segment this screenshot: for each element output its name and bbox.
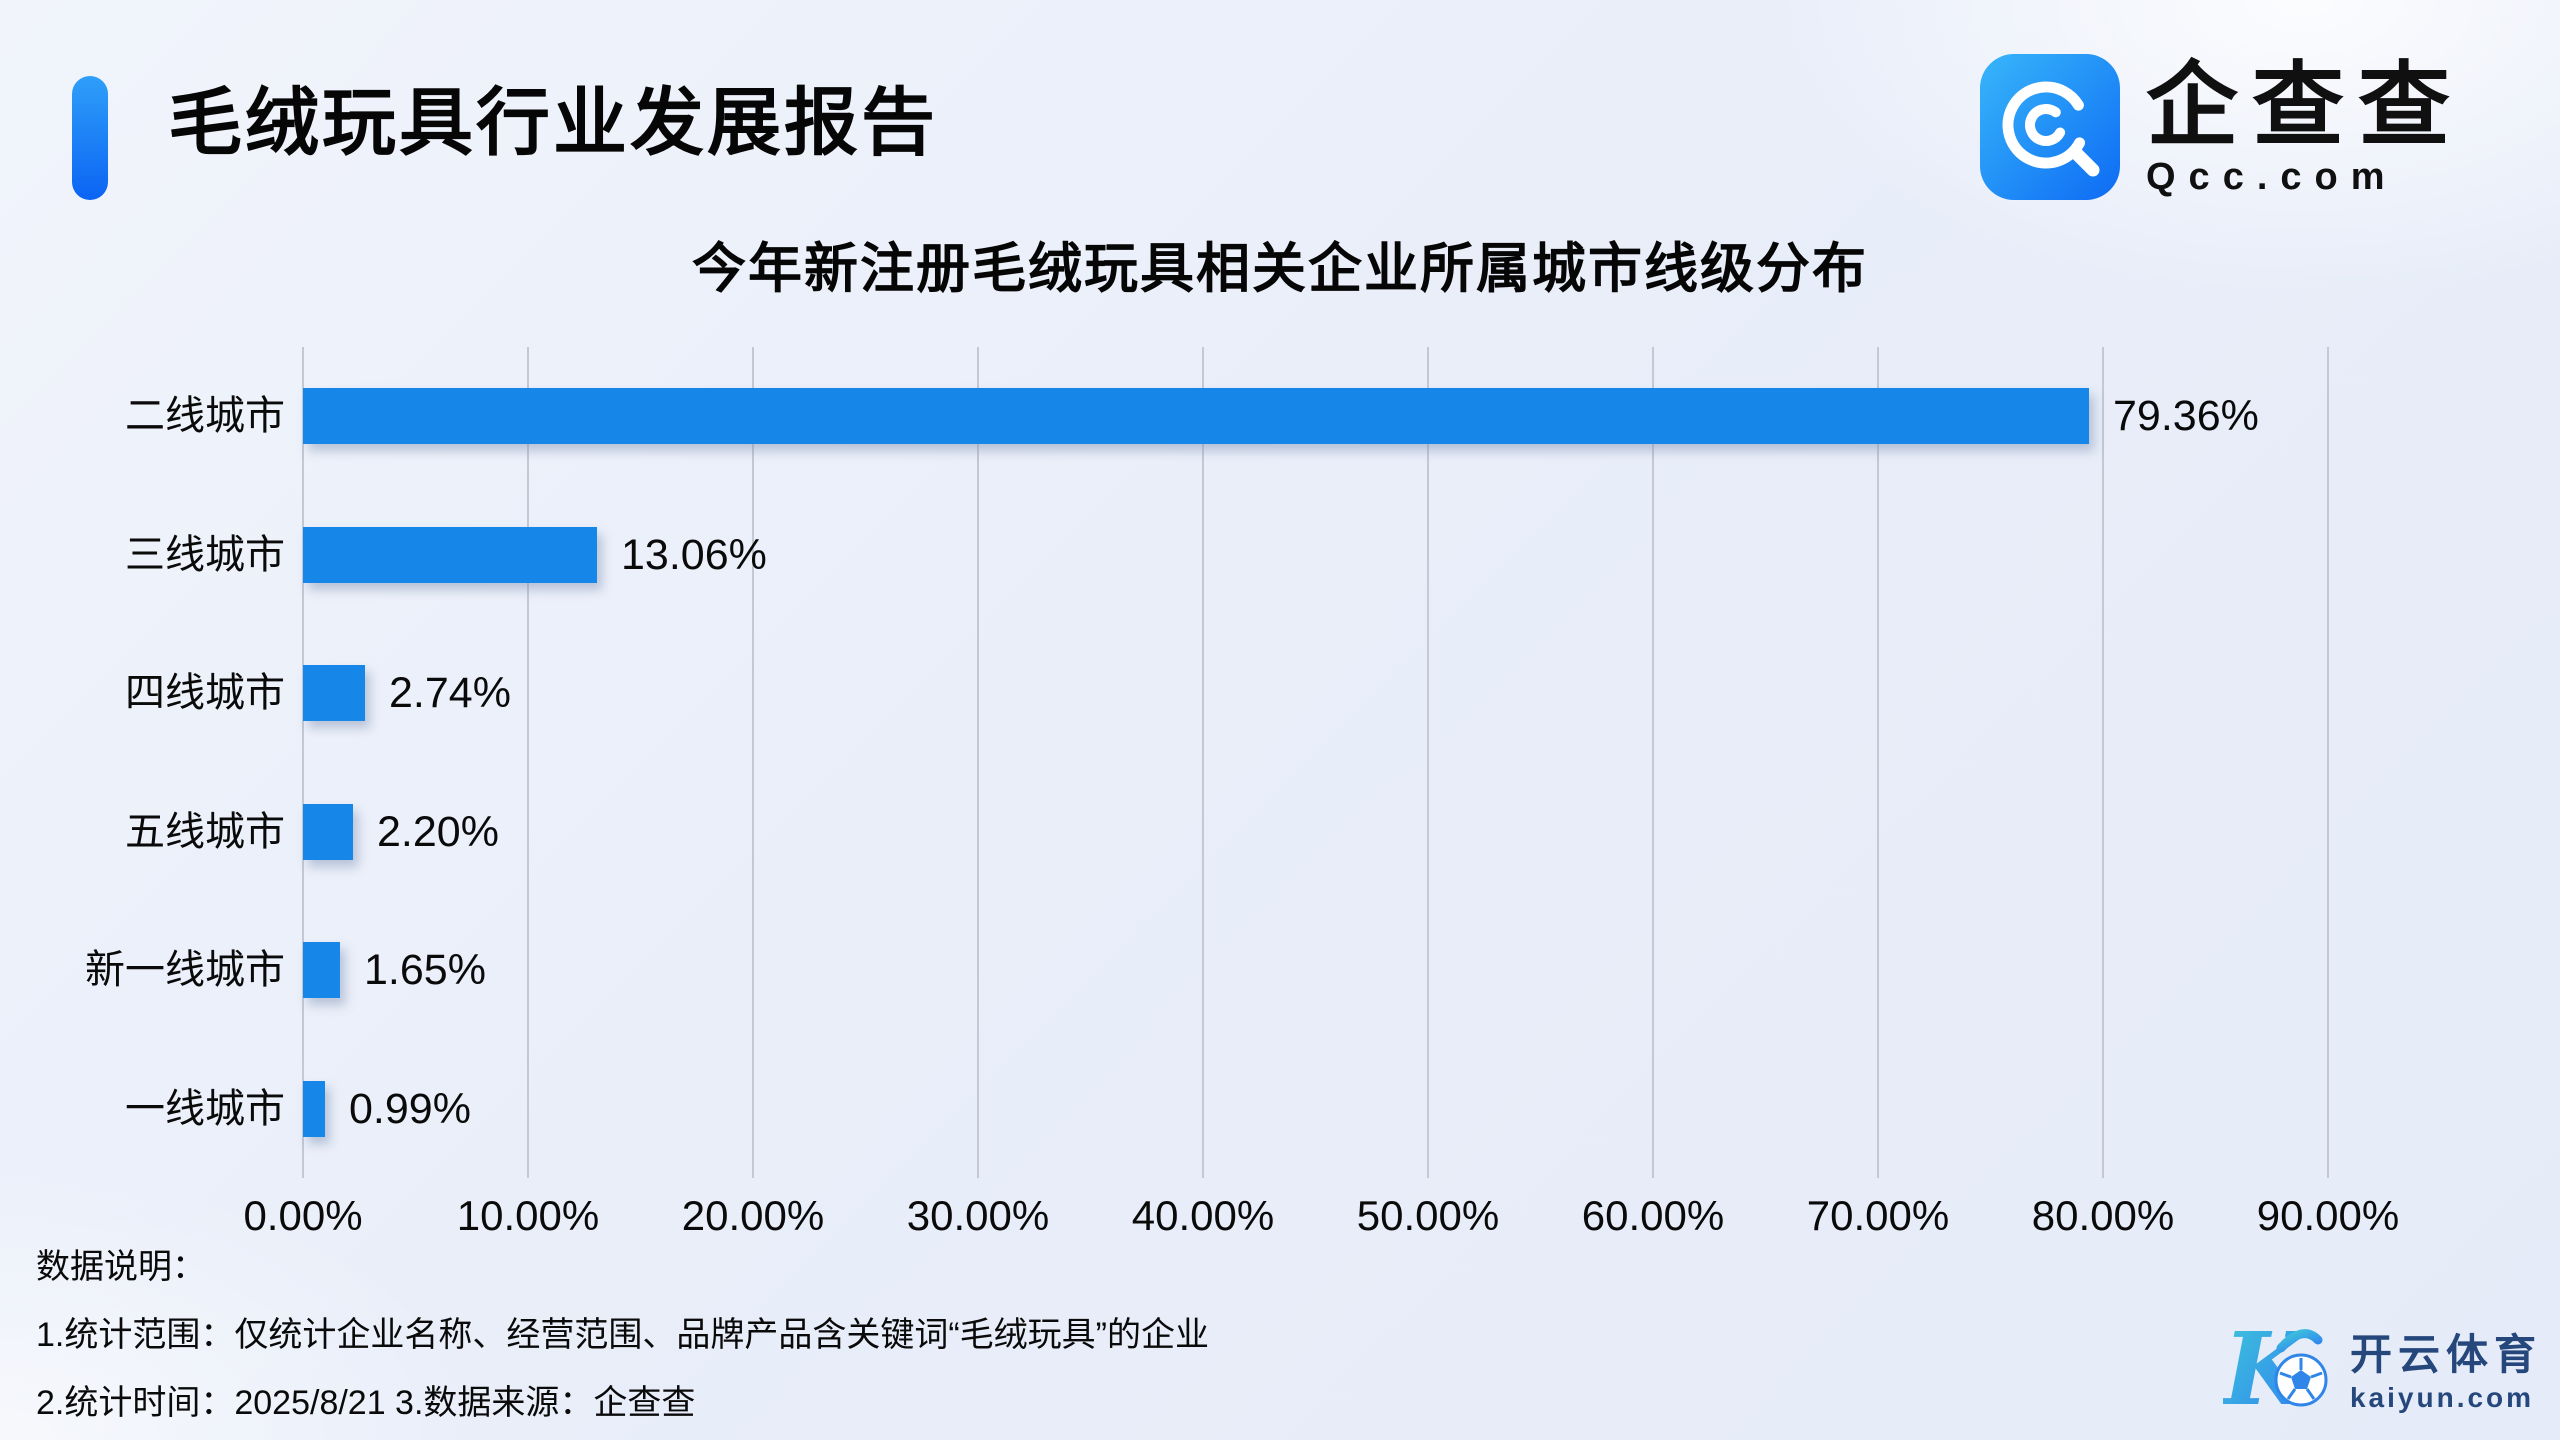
- qcc-logo-name: 企查查: [2146, 55, 2465, 157]
- gridline: [2327, 347, 2329, 1178]
- kaiyun-logo-domain: kaiyun.com: [2349, 1381, 2535, 1413]
- qcc-logo-domain: Qcc.com: [2146, 156, 2398, 198]
- kaiyun-logo: K 开云体育 kaiyun.com: [2220, 1310, 2542, 1428]
- kaiyun-logo-icon: K: [2220, 1310, 2338, 1428]
- category-label: 一线城市: [125, 1086, 285, 1131]
- bar: [303, 942, 340, 999]
- bar: [303, 1080, 325, 1137]
- note-line-2: 2.统计时间：2025/8/21 3.数据来源：企查查: [36, 1384, 696, 1422]
- bar-value-label: 79.36%: [2113, 392, 2259, 441]
- x-axis-tick-label: 90.00%: [2256, 1192, 2400, 1239]
- x-axis-tick-label: 80.00%: [2031, 1192, 2175, 1239]
- category-label: 四线城市: [125, 671, 285, 716]
- kaiyun-logo-name: 开云体育: [2349, 1331, 2542, 1379]
- qcc-logo-icon: [1980, 54, 2120, 205]
- bar-value-label: 13.06%: [621, 530, 767, 579]
- bar: [303, 803, 353, 860]
- x-axis-tick-label: 50.00%: [1356, 1192, 1500, 1239]
- category-label: 二线城市: [125, 394, 285, 439]
- category-label: 五线城市: [125, 809, 285, 854]
- bar: [303, 665, 365, 722]
- x-axis-tick-label: 60.00%: [1581, 1192, 1725, 1239]
- x-axis-tick-label: 30.00%: [906, 1192, 1050, 1239]
- x-axis-tick-label: 20.00%: [681, 1192, 825, 1239]
- gridline: [1427, 347, 1429, 1178]
- gridline: [527, 347, 529, 1178]
- x-axis-tick-label: 10.00%: [456, 1192, 600, 1239]
- bar-value-label: 2.20%: [377, 807, 499, 856]
- gridline: [1202, 347, 1204, 1178]
- x-axis-tick-label: 40.00%: [1131, 1192, 1275, 1239]
- report-title: 毛绒玩具行业发展报告: [168, 81, 938, 164]
- title-accent-bar: [72, 76, 108, 200]
- bar: [303, 526, 597, 583]
- data-notes: 数据说明： 1.统计范围：仅统计企业名称、经营范围、品牌产品含关键词“毛绒玩具”…: [36, 1248, 1209, 1422]
- note-line-1: 1.统计范围：仅统计企业名称、经营范围、品牌产品含关键词“毛绒玩具”的企业: [36, 1316, 1209, 1354]
- qcc-logo: 企查查 Qcc.com: [1980, 54, 2464, 205]
- category-label: 新一线城市: [85, 948, 285, 993]
- gridline: [1652, 347, 1654, 1178]
- gridline: [2102, 347, 2104, 1178]
- gridline: [977, 347, 979, 1178]
- bar-value-label: 2.74%: [389, 669, 511, 718]
- category-label: 三线城市: [125, 532, 285, 577]
- x-axis-tick-label: 0.00%: [243, 1192, 363, 1239]
- bar-value-label: 1.65%: [364, 946, 486, 995]
- gridline: [752, 347, 754, 1178]
- gridline: [1877, 347, 1879, 1178]
- gridline: [302, 347, 304, 1178]
- notes-heading: 数据说明：: [36, 1248, 206, 1286]
- x-axis-tick-label: 70.00%: [1806, 1192, 1950, 1239]
- bar: [303, 388, 2089, 445]
- bar-value-label: 0.99%: [349, 1084, 471, 1133]
- chart-title: 今年新注册毛绒玩具相关企业所属城市线级分布: [692, 239, 1868, 299]
